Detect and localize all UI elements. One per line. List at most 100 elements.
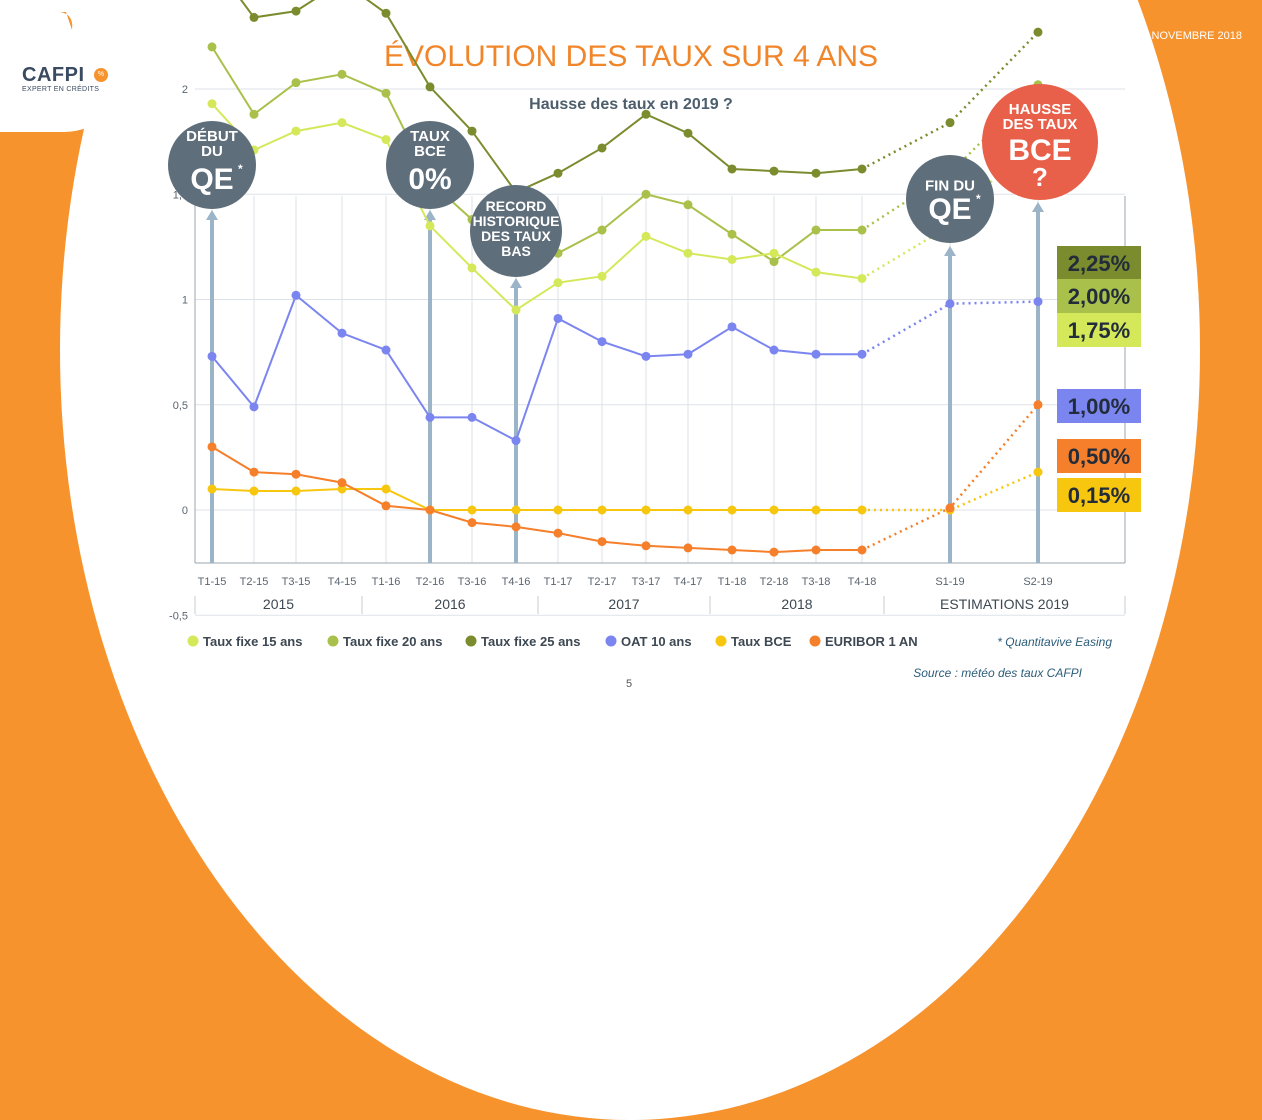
event-marker — [168, 121, 256, 209]
data-point — [291, 290, 301, 300]
data-point — [597, 143, 607, 153]
data-point — [425, 221, 435, 231]
data-point — [811, 168, 821, 178]
data-point — [467, 518, 477, 528]
year-label: 2015 — [263, 596, 294, 612]
final-value-box — [1057, 246, 1141, 280]
data-point — [769, 257, 779, 267]
data-point — [249, 12, 259, 22]
page-number: 5 — [626, 678, 633, 690]
logo-name: CAFPI — [22, 64, 85, 86]
data-point — [1033, 27, 1043, 37]
data-point — [467, 505, 477, 515]
year-label: 2018 — [781, 596, 812, 612]
final-value-label: 2,25% — [1068, 251, 1130, 276]
data-point — [291, 78, 301, 88]
x-tick-label: S2-19 — [1023, 576, 1052, 588]
final-value-label: 1,75% — [1068, 318, 1130, 343]
series-line — [211, 103, 863, 312]
final-value-label: 1,00% — [1068, 394, 1130, 419]
rates-chart: -0,500,511,522,5T1-15T2-15T3-15T4-15T1-1… — [168, 0, 1141, 680]
data-point — [553, 528, 563, 538]
data-point — [597, 271, 607, 281]
data-point — [291, 469, 301, 479]
data-point — [425, 412, 435, 422]
data-point — [597, 537, 607, 547]
legend-label: Taux fixe 25 ans — [481, 634, 580, 649]
data-point — [597, 337, 607, 347]
logo-curve-icon — [60, 12, 73, 30]
data-point — [811, 267, 821, 277]
data-point — [249, 402, 259, 412]
x-tick-label: T2-15 — [240, 576, 269, 588]
series-line-estimated — [862, 470, 1039, 512]
data-point — [337, 484, 347, 494]
x-tick-label: T3-17 — [632, 576, 661, 588]
data-point — [381, 345, 391, 355]
data-point — [425, 82, 435, 92]
data-point — [467, 263, 477, 273]
data-point — [553, 505, 563, 515]
data-point — [769, 248, 779, 258]
data-point — [641, 351, 651, 361]
event-label-big: BCE — [1008, 134, 1071, 167]
data-point — [683, 128, 693, 138]
event-arrow-head — [510, 278, 522, 288]
data-point — [249, 467, 259, 477]
data-point — [381, 135, 391, 145]
data-point — [641, 231, 651, 241]
date-label: NOVEMBRE 2018 — [1151, 30, 1242, 42]
data-point — [511, 505, 521, 515]
y-tick-label: 2 — [182, 84, 188, 96]
series-line — [239, 0, 863, 194]
legend-marker — [605, 635, 617, 647]
x-tick-label: T4-18 — [848, 576, 877, 588]
data-point — [249, 109, 259, 119]
legend-marker — [327, 635, 339, 647]
event-label-big: ? — [1032, 162, 1048, 192]
data-point — [553, 313, 563, 323]
data-point — [857, 349, 867, 359]
x-tick-label: T2-17 — [588, 576, 617, 588]
event-label-sup: * — [976, 192, 981, 206]
legend-marker — [465, 635, 477, 647]
event-marker — [906, 155, 994, 243]
final-value-box — [1057, 389, 1141, 423]
data-point — [857, 273, 867, 283]
data-point — [811, 349, 821, 359]
final-value-box — [1057, 439, 1141, 473]
source-note: Source : météo des taux CAFPI — [913, 666, 1082, 680]
final-value-box — [1057, 279, 1141, 313]
logo-tagline: EXPERT EN CRÉDITS — [22, 86, 100, 93]
event-label-line: RECORD — [486, 198, 547, 214]
data-point — [381, 88, 391, 98]
final-value-label: 2,00% — [1068, 284, 1130, 309]
year-label: ESTIMATIONS 2019 — [940, 596, 1069, 612]
data-point — [291, 486, 301, 496]
event-arrow-head — [424, 210, 436, 220]
x-tick-label: S1-19 — [935, 576, 964, 588]
legend-label: EURIBOR 1 AN — [825, 634, 918, 649]
data-point — [597, 505, 607, 515]
data-point — [641, 541, 651, 551]
x-tick-label: T2-18 — [760, 576, 789, 588]
event-label-line: BAS — [501, 243, 531, 259]
x-tick-label: T3-16 — [458, 576, 487, 588]
event-marker — [470, 185, 562, 277]
data-point — [511, 305, 521, 315]
event-label-line: TAUX — [410, 128, 450, 145]
data-point — [683, 543, 693, 553]
legend-label: Taux fixe 20 ans — [343, 634, 442, 649]
data-point — [683, 505, 693, 515]
data-point — [381, 484, 391, 494]
data-point — [945, 118, 955, 128]
data-point — [641, 109, 651, 119]
data-point — [1033, 297, 1043, 307]
data-point — [511, 436, 521, 446]
data-point — [769, 547, 779, 557]
logo-percent-icon: % — [94, 68, 108, 82]
data-point — [683, 248, 693, 258]
data-point — [727, 322, 737, 332]
year-label: 2016 — [434, 596, 465, 612]
x-tick-label: T1-17 — [544, 576, 573, 588]
